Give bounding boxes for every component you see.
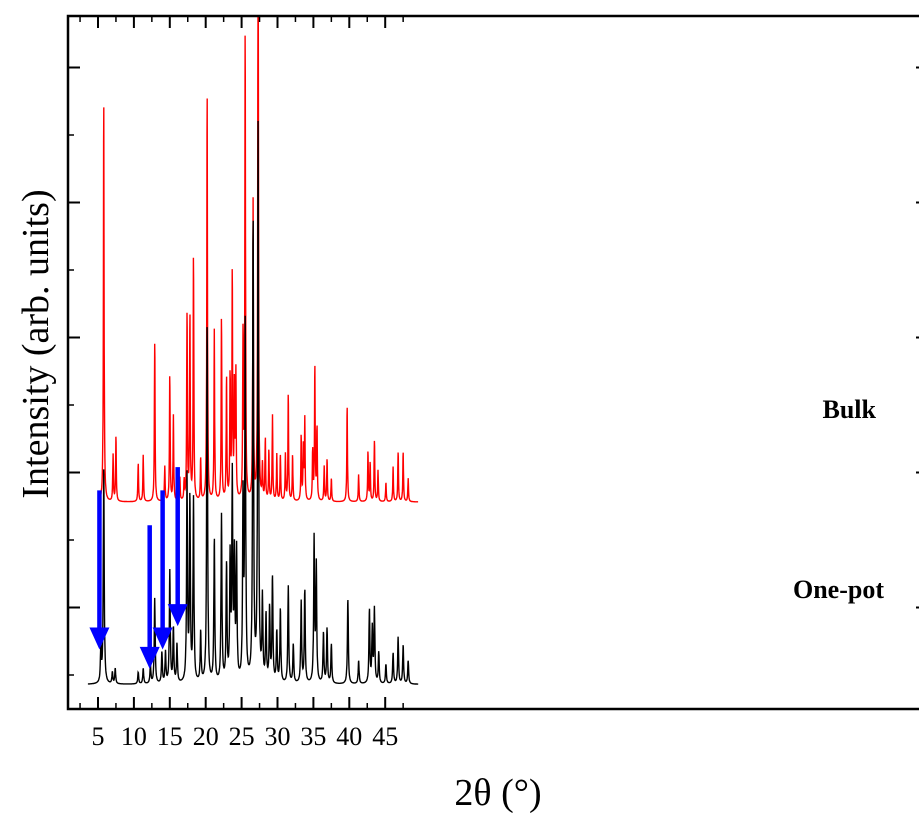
- series-line-one-pot: [87, 120, 419, 685]
- x-tick-label: 20: [193, 722, 219, 751]
- plot-area: [87, 15, 419, 685]
- x-axis-title: 2θ (°): [454, 772, 541, 814]
- x-tick-label: 25: [229, 722, 255, 751]
- series-label-one-pot: One-pot: [793, 575, 884, 604]
- x-tick-label: 10: [121, 722, 147, 751]
- arrow-head: [152, 627, 173, 650]
- x-tick-label: 30: [265, 722, 291, 751]
- x-axis-ticks: 5 10 15 20 25 30 35 40 45: [79, 16, 404, 751]
- arrow-head: [167, 604, 188, 627]
- x-tick-label: 35: [300, 722, 326, 751]
- arrow-annotations: [89, 467, 188, 669]
- x-tick-label: 45: [372, 722, 398, 751]
- arrow-head: [89, 627, 110, 650]
- x-tick-label: 40: [336, 722, 362, 751]
- x-tick-label: 5: [92, 722, 105, 751]
- plot-frame: [66, 14, 919, 711]
- arrow-head: [139, 646, 160, 669]
- x-tick-label: 15: [157, 722, 183, 751]
- y-axis-title: Intensity (arb. units): [15, 189, 57, 498]
- series-label-bulk: Bulk: [823, 395, 877, 424]
- y-axis-ticks: [68, 66, 919, 676]
